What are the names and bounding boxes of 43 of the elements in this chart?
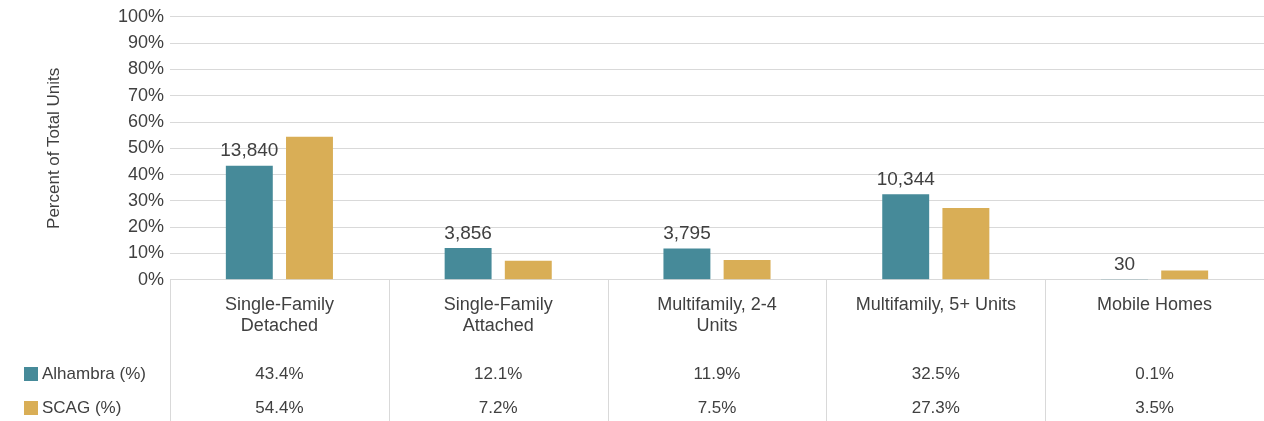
data-label: 54.4% [255, 397, 304, 417]
x-tick-label: Multifamily, 5+ Units [855, 293, 1016, 314]
y-tick-label: 50% [127, 137, 164, 158]
data-label: 27.3% [911, 397, 960, 417]
bar [444, 247, 492, 280]
y-tick-label: 60% [127, 110, 164, 131]
bar [286, 136, 333, 280]
y-tick-label: 80% [127, 58, 164, 79]
annotation: 13,840 [220, 139, 279, 161]
annotation: 30 [1113, 253, 1136, 275]
bar [942, 208, 990, 280]
annotation: 3,795 [663, 222, 711, 244]
legend-label: Alhambra (%) [42, 363, 146, 383]
bar [504, 260, 552, 280]
data-label: 3.5% [1135, 397, 1174, 417]
x-tick-label: Mobile Homes [1097, 293, 1213, 314]
bar [1161, 270, 1209, 280]
bar [882, 194, 930, 280]
data-label: 0.1% [1135, 363, 1174, 383]
y-tick-label: 40% [127, 163, 164, 184]
legend-label: SCAG (%) [42, 397, 122, 417]
data-label: 7.5% [697, 397, 737, 417]
data-label: 12.1% [474, 363, 523, 383]
data-label: 43.4% [255, 363, 304, 383]
x-tick-label: Single-Family Attached [443, 293, 553, 336]
y-tick-label: 20% [127, 216, 164, 237]
y-tick-label: 70% [127, 84, 164, 105]
data-label: 32.5% [911, 363, 960, 383]
annotation: 10,344 [876, 168, 936, 190]
y-axis-title: Percent of Total Units [43, 67, 63, 229]
y-tick-label: 100% [117, 5, 164, 26]
annotation: 3,856 [444, 221, 492, 243]
y-tick-label: 90% [127, 32, 164, 53]
data-label: 11.9% [693, 363, 741, 383]
data-label: 7.2% [478, 397, 518, 417]
bar [663, 248, 711, 280]
y-tick-label: 30% [127, 189, 164, 210]
y-tick-label: 0% [137, 268, 164, 289]
bar [225, 165, 273, 280]
bar [723, 260, 771, 280]
y-tick-label: 10% [127, 242, 164, 263]
x-tick-label: Single-Family Detached [224, 293, 334, 336]
x-tick-label: Multifamily, 2-4 Units [657, 293, 777, 336]
